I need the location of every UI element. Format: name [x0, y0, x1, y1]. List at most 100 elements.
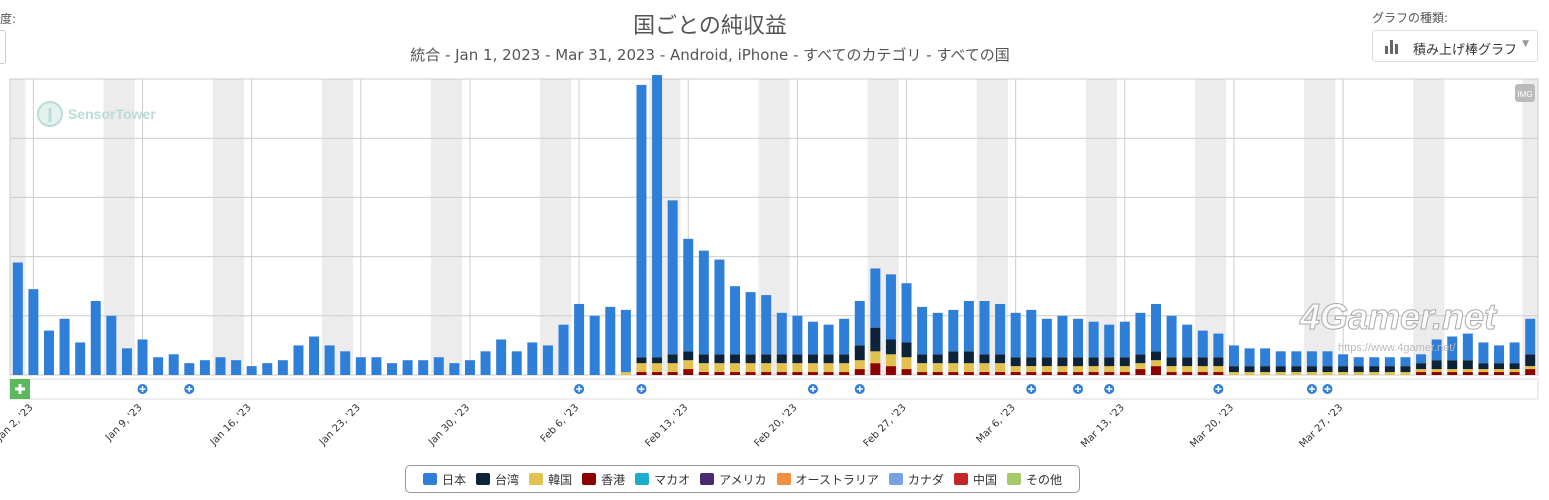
bar-segment[interactable]: [1416, 354, 1427, 364]
bar-segment[interactable]: [948, 372, 959, 375]
legend-item[interactable]: カナダ: [888, 471, 944, 488]
bar-segment[interactable]: [792, 315, 803, 355]
bar-segment[interactable]: [1057, 372, 1068, 375]
bar-segment[interactable]: [823, 324, 834, 355]
bar-segment[interactable]: [807, 354, 818, 364]
bar-segment[interactable]: [839, 363, 850, 373]
bar-segment[interactable]: [636, 84, 647, 358]
bar-segment[interactable]: [1026, 309, 1037, 358]
bar-segment[interactable]: [1073, 372, 1084, 375]
bar-segment[interactable]: [262, 363, 273, 375]
bar-segment[interactable]: [1416, 372, 1427, 375]
bar-segment[interactable]: [730, 372, 741, 375]
legend-item[interactable]: 台湾: [476, 471, 519, 488]
bar-segment[interactable]: [1291, 366, 1302, 373]
bar-segment[interactable]: [807, 363, 818, 373]
bar-segment[interactable]: [714, 259, 725, 355]
bar-segment[interactable]: [28, 289, 39, 375]
bar-segment[interactable]: [870, 268, 881, 328]
bar-segment[interactable]: [917, 363, 928, 373]
bar-segment[interactable]: [807, 372, 818, 375]
bar-segment[interactable]: [1073, 357, 1084, 367]
bar-segment[interactable]: [1088, 321, 1099, 358]
bar-segment[interactable]: [324, 345, 335, 375]
legend-item[interactable]: 日本: [423, 471, 466, 488]
bar-segment[interactable]: [1151, 303, 1161, 352]
bar-segment[interactable]: [1041, 357, 1052, 367]
bar-segment[interactable]: [231, 360, 242, 375]
bar-segment[interactable]: [1244, 366, 1255, 373]
legend-item[interactable]: オーストラリア: [776, 471, 879, 488]
bar-segment[interactable]: [1088, 357, 1099, 367]
bar-segment[interactable]: [963, 351, 974, 364]
bar-segment[interactable]: [1416, 369, 1427, 373]
bar-segment[interactable]: [1400, 366, 1411, 373]
bar-segment[interactable]: [1416, 363, 1427, 370]
bar-segment[interactable]: [636, 363, 647, 373]
bar-segment[interactable]: [1369, 366, 1380, 373]
bar-segment[interactable]: [885, 354, 896, 367]
bar-segment[interactable]: [885, 339, 896, 355]
bar-segment[interactable]: [121, 348, 132, 375]
bar-segment[interactable]: [1509, 363, 1520, 370]
bar-segment[interactable]: [1088, 372, 1099, 375]
bar-segment[interactable]: [854, 360, 865, 370]
legend-item[interactable]: マカオ: [635, 471, 690, 488]
bar-segment[interactable]: [1213, 333, 1224, 358]
bar-segment[interactable]: [1509, 372, 1520, 375]
bar-segment[interactable]: [1431, 372, 1442, 375]
bar-segment[interactable]: [1244, 348, 1255, 367]
bar-segment[interactable]: [1447, 336, 1458, 361]
bar-segment[interactable]: [1384, 372, 1395, 375]
legend-item[interactable]: アメリカ: [700, 471, 767, 488]
bar-segment[interactable]: [1353, 357, 1364, 367]
bar-segment[interactable]: [1228, 366, 1239, 373]
bar-segment[interactable]: [542, 345, 553, 375]
bar-segment[interactable]: [995, 354, 1006, 364]
bar-segment[interactable]: [1041, 372, 1052, 375]
bar-segment[interactable]: [730, 363, 741, 373]
bar-segment[interactable]: [1260, 372, 1271, 375]
bar-segment[interactable]: [683, 360, 694, 370]
bar-segment[interactable]: [246, 366, 257, 375]
bar-segment[interactable]: [870, 351, 881, 364]
bar-segment[interactable]: [917, 306, 928, 355]
bar-segment[interactable]: [464, 360, 475, 375]
bar-segment[interactable]: [1478, 372, 1489, 375]
bar-segment[interactable]: [1119, 372, 1130, 375]
bar-segment[interactable]: [1166, 357, 1177, 367]
bar-segment[interactable]: [807, 321, 818, 355]
bar-segment[interactable]: [1353, 366, 1364, 373]
bar-segment[interactable]: [730, 354, 741, 364]
bar-segment[interactable]: [683, 369, 694, 375]
bar-segment[interactable]: [1088, 366, 1099, 373]
bar-segment[interactable]: [1306, 351, 1317, 367]
bar-segment[interactable]: [1104, 372, 1115, 375]
bar-segment[interactable]: [90, 301, 101, 375]
bar-segment[interactable]: [636, 357, 647, 364]
bar-segment[interactable]: [963, 372, 974, 375]
bar-segment[interactable]: [1478, 369, 1489, 373]
bar-segment[interactable]: [730, 286, 741, 355]
bar-segment[interactable]: [1369, 372, 1380, 375]
bar-segment[interactable]: [340, 351, 351, 375]
bar-segment[interactable]: [745, 372, 756, 375]
bar-segment[interactable]: [620, 309, 631, 373]
bar-segment[interactable]: [1182, 357, 1193, 367]
bar-segment[interactable]: [480, 351, 491, 375]
bar-segment[interactable]: [667, 200, 678, 355]
left-control-select[interactable]: [0, 30, 6, 64]
bar-segment[interactable]: [1494, 363, 1505, 370]
bar-segment[interactable]: [574, 303, 585, 375]
bar-segment[interactable]: [823, 363, 834, 373]
bar-segment[interactable]: [1228, 372, 1239, 375]
bar-segment[interactable]: [714, 372, 725, 375]
bar-segment[interactable]: [1384, 366, 1395, 373]
bar-segment[interactable]: [839, 318, 850, 355]
bar-segment[interactable]: [995, 303, 1006, 355]
bar-segment[interactable]: [1026, 357, 1037, 367]
bar-segment[interactable]: [667, 354, 678, 364]
bar-segment[interactable]: [932, 372, 943, 375]
bar-segment[interactable]: [761, 363, 772, 373]
bar-segment[interactable]: [1228, 345, 1239, 367]
